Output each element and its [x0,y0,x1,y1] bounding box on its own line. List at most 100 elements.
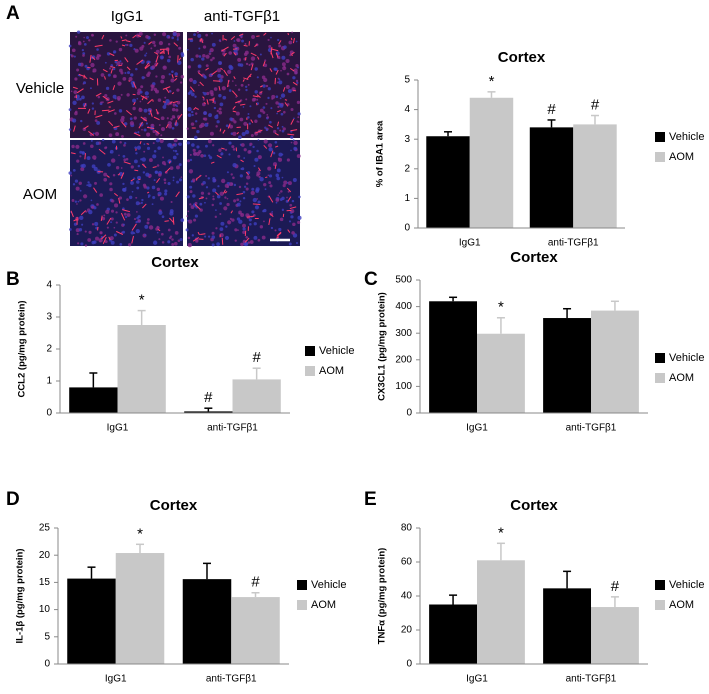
process [290,54,294,56]
process [236,193,244,196]
process [169,101,173,105]
cell [202,53,206,58]
cell [241,131,246,137]
process [147,126,155,129]
process [270,48,279,52]
process [210,161,215,164]
process [113,125,120,129]
cell [190,180,193,183]
process [282,87,286,92]
cell [292,222,296,227]
cell [78,181,82,186]
y-tick-label: 80 [401,523,413,534]
cell [291,199,295,203]
cell [173,138,178,143]
process [118,197,121,204]
process [254,43,258,48]
process [169,217,174,223]
process [88,130,95,136]
cell [268,147,273,152]
process [101,34,105,40]
cell [207,192,211,195]
process [114,192,119,197]
cell [244,242,249,247]
cell [222,95,227,100]
cell [289,203,293,207]
legend-swatch [297,580,307,590]
cell [263,220,265,223]
cell [193,218,197,222]
cell [108,133,113,137]
cell [115,221,118,224]
process [121,39,127,42]
cell [155,138,160,143]
process [290,118,295,125]
cell [297,116,300,119]
cell [270,107,273,110]
cell [250,62,254,66]
cell [207,139,212,144]
cell [275,201,278,204]
cell [124,44,127,46]
process [268,124,273,128]
cell [216,242,220,246]
cell [219,202,223,205]
cell [230,173,233,176]
process [104,76,106,80]
cell [279,103,284,108]
cell [94,131,100,136]
cell [176,180,179,184]
process [80,210,87,216]
cell [194,214,198,218]
cell [71,48,76,53]
cell [194,95,197,98]
cell [250,134,254,138]
cell [79,150,83,154]
process [242,79,245,82]
cell [146,146,151,150]
process [172,217,175,225]
cell [75,144,80,149]
cell [240,83,244,87]
micrographs [68,30,302,248]
process [197,72,203,77]
cell [157,194,160,197]
cell [132,106,136,111]
process [192,237,199,242]
cell [225,124,229,128]
cell [178,178,183,182]
x-tick-label: anti-TGFβ1 [206,674,257,685]
cell [205,175,208,178]
cell [268,45,272,48]
cell [78,97,82,101]
cell [68,128,72,131]
cell [266,113,269,116]
cell [174,241,178,246]
cell [223,206,228,211]
process [175,191,180,198]
chart-title: Cortex [498,49,546,66]
cell [292,139,295,141]
cell [171,70,174,73]
process [218,85,221,91]
process [223,38,228,41]
process [199,81,204,87]
cell [250,56,256,61]
cell [240,143,245,147]
y-tick-label: 3 [404,134,410,145]
process [83,125,89,130]
process [173,42,179,47]
process [89,77,94,81]
cell [186,215,189,218]
y-axis-label: CCL2 (pg/mg protein) [17,300,28,397]
process [136,59,144,65]
cell [192,194,196,198]
cell [70,174,73,177]
cell [214,101,217,105]
cell [94,119,98,123]
cell [273,129,277,134]
cell [118,154,120,157]
process [278,40,282,45]
cell [128,195,133,200]
cell [134,48,139,53]
